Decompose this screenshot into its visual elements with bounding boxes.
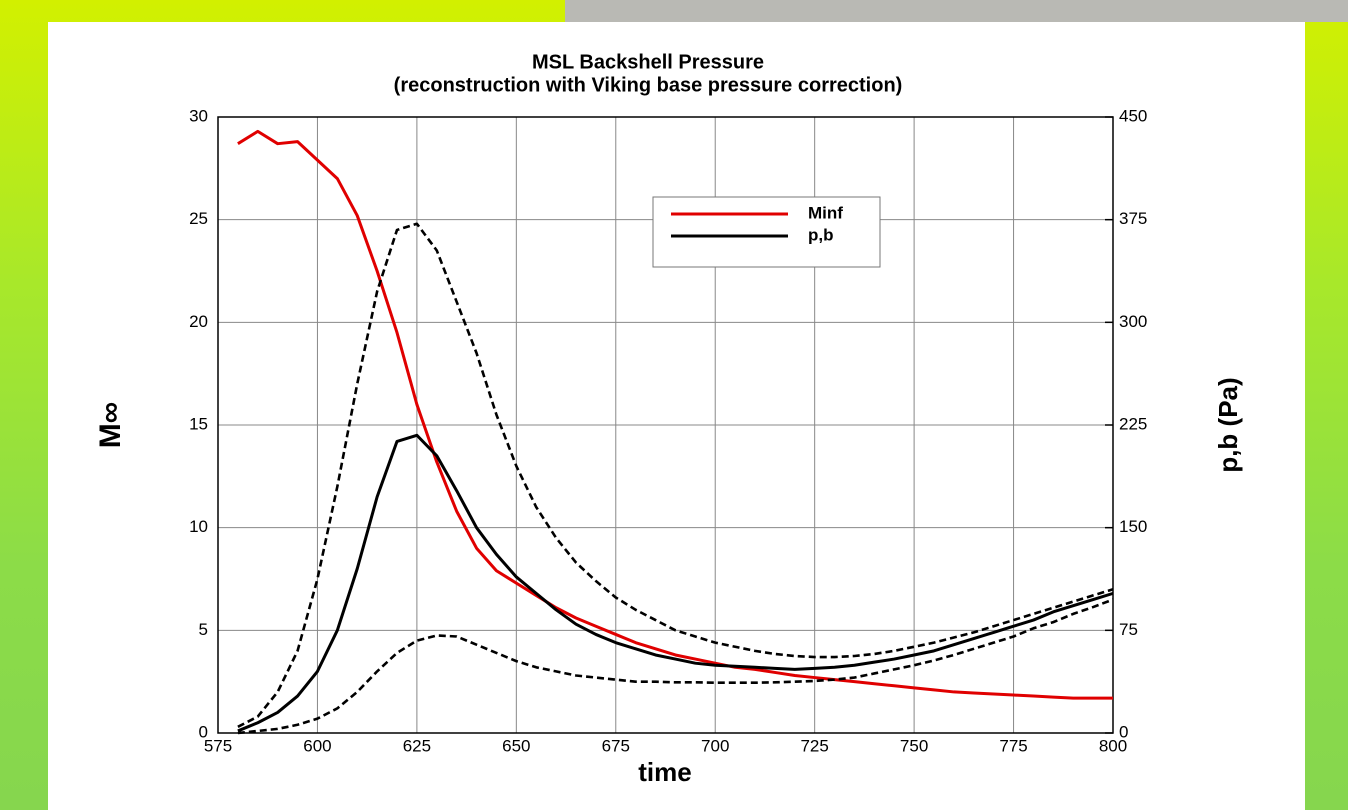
y2-axis-label: p,b (Pa) (1213, 377, 1243, 472)
y2-tick-label: 75 (1119, 620, 1138, 639)
chart-panel (48, 22, 1305, 810)
x-tick-label: 675 (602, 736, 630, 755)
y-tick-label: 15 (189, 414, 208, 433)
dashed-line (237, 222, 1114, 728)
y2-tick-label: 375 (1119, 209, 1147, 228)
y2-tick-label: 0 (1119, 722, 1128, 741)
y-tick-label: 30 (189, 106, 208, 125)
dashed-line (237, 598, 1114, 735)
y-tick-label: 10 (189, 517, 208, 536)
x-tick-label: 625 (403, 736, 431, 755)
y-tick-label: 25 (189, 209, 208, 228)
chart-title: MSL Backshell Pressure (532, 51, 764, 73)
y-tick-label: 20 (189, 312, 208, 331)
x-tick-label: 650 (502, 736, 530, 755)
x-tick-label: 700 (701, 736, 729, 755)
series-line (237, 433, 1114, 733)
x-axis-label: time (638, 757, 691, 787)
y2-tick-label: 225 (1119, 414, 1147, 433)
x-tick-label: 775 (999, 736, 1027, 755)
y2-tick-label: 300 (1119, 312, 1147, 331)
y-axis-label: M∞ (94, 402, 127, 448)
y2-tick-label: 150 (1119, 517, 1147, 536)
x-tick-label: 600 (303, 736, 331, 755)
plot-frame (217, 116, 1114, 734)
x-tick-label: 800 (1099, 736, 1127, 755)
series-line (237, 129, 1113, 700)
chart-subtitle: (reconstruction with Viking base pressur… (394, 74, 903, 96)
y2-tick-label: 450 (1119, 106, 1147, 125)
x-tick-label: 725 (800, 736, 828, 755)
legend-label: Minf (808, 203, 843, 222)
header-strip (565, 0, 1348, 22)
legend-box (652, 196, 881, 268)
x-tick-label: 750 (900, 736, 928, 755)
y-tick-label: 5 (199, 620, 208, 639)
legend-label: p,b (808, 225, 834, 244)
y-tick-label: 0 (199, 722, 208, 741)
x-tick-label: 575 (204, 736, 232, 755)
